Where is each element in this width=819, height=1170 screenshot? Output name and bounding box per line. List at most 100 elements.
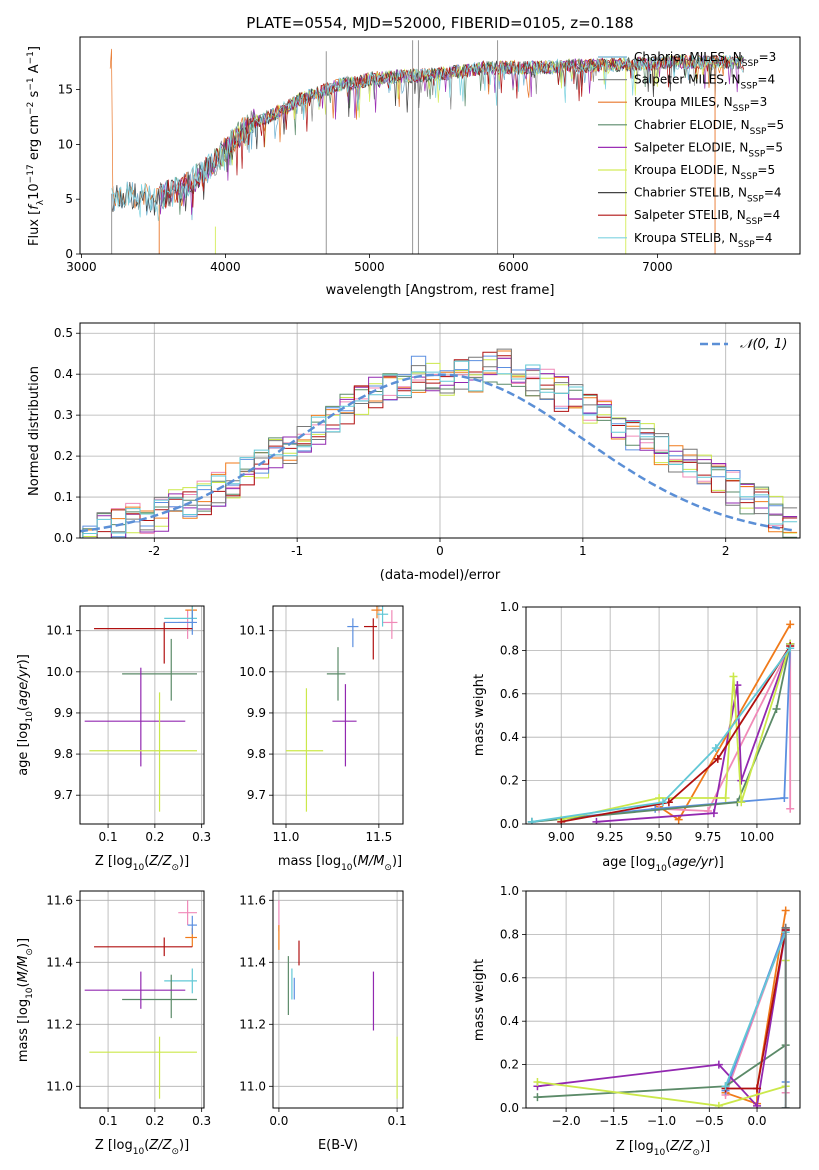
y-tick-label: 0.4 — [500, 730, 519, 744]
legend-entry: 𝒩(0, 1) — [740, 337, 787, 352]
y-tick-label: 0.4 — [500, 1014, 519, 1028]
plot-area — [109, 40, 745, 254]
weight-marker — [781, 923, 790, 932]
axes-frame — [79, 605, 205, 825]
y-tick-label: 5 — [65, 192, 73, 206]
y-tick-label: 0.8 — [500, 927, 519, 941]
y-tick-label: 9.8 — [54, 747, 73, 761]
y-tick-label: 9.9 — [247, 706, 266, 720]
x-tick-label: 0.0 — [747, 1114, 766, 1128]
gaussian-curve — [80, 373, 795, 533]
x-tick-label: −1.5 — [599, 1114, 628, 1128]
weight-marker — [714, 1060, 723, 1069]
x-axis-label: Z [log10(Z/Z⊙)] — [616, 1139, 710, 1158]
y-tick-label: 0.0 — [54, 531, 73, 545]
axes-frame — [525, 606, 801, 825]
y-tick-label: 0.1 — [54, 490, 73, 504]
legend-entry: Chabrier MILES, NSSP=3 — [634, 50, 776, 69]
weight-marker — [533, 1077, 542, 1086]
x-tick-label: 4000 — [210, 260, 241, 274]
y-tick-label: 11.2 — [239, 1017, 266, 1031]
axes: 0.1 0.2 0.3 9.7 9.8 9.9 10.0 10.1 Z [log10(Z/Z⊙)… — [16, 624, 211, 873]
axes: 0.1 0.2 0.3 11.0 11.2 11.4 11.6 Z [log10(Z/Z⊙)]… — [16, 893, 211, 1157]
weight-marker — [753, 1101, 762, 1108]
x-tick-label: -2 — [148, 544, 160, 558]
x-tick-label: −2.0 — [552, 1114, 581, 1128]
y-tick-label: 10.1 — [46, 624, 73, 638]
plot-area — [278, 900, 398, 1099]
y-tick-label: 10.0 — [239, 665, 266, 679]
y-tick-label: 0.4 — [54, 367, 73, 381]
y-tick-label: 10 — [58, 137, 73, 151]
weight-marker — [592, 817, 601, 824]
weight-marker — [753, 1084, 762, 1093]
weight-marker — [674, 815, 683, 824]
y-tick-label: 0.6 — [500, 971, 519, 985]
weight-marker — [721, 793, 730, 802]
x-tick-label: −1.0 — [647, 1114, 676, 1128]
y-tick-label: 15 — [58, 83, 73, 97]
grid — [80, 606, 204, 824]
x-tick-label: 10.00 — [740, 830, 774, 844]
legend-entry: Chabrier STELIB, NSSP=4 — [634, 186, 782, 205]
legend: 𝒩(0, 1) — [700, 337, 787, 352]
weight-marker — [527, 817, 536, 824]
axes: 11.0 11.5 9.7 9.8 9.9 10.0 10.1 mass [log10(M/M… — [239, 624, 402, 873]
y-tick-label: 1.0 — [500, 884, 519, 898]
x-tick-label: 0.1 — [99, 830, 118, 844]
histogram-step-7 — [82, 348, 798, 538]
y-axis-label: mass weight — [472, 959, 487, 1041]
y-tick-label: 9.7 — [54, 788, 73, 802]
axes-frame — [79, 890, 205, 1109]
y-tick-label: 11.4 — [239, 955, 266, 969]
x-tick-label: 5000 — [354, 260, 385, 274]
weight-marker — [786, 644, 795, 653]
axes-frame — [525, 890, 801, 1109]
weight-marker — [533, 1093, 542, 1102]
legend-entry: Kroupa MILES, NSSP=3 — [634, 95, 767, 114]
y-axis-label: mass weight — [472, 674, 487, 756]
weight-marker — [781, 906, 790, 915]
y-tick-label: 9.9 — [54, 706, 73, 720]
weight-marker — [655, 793, 664, 802]
panel-spectrum: 3000 4000 5000 6000 7000 0 5 10 15 wavelength [An… — [26, 36, 801, 298]
y-axis-label: Normed distribution — [27, 366, 42, 496]
legend-entry: Kroupa STELIB, NSSP=4 — [634, 231, 772, 250]
y-tick-label: 9.7 — [247, 788, 266, 802]
axes-frame — [272, 890, 404, 1109]
weight-line-0 — [725, 910, 787, 1105]
panel-mass-vs-Z: 0.1 0.2 0.3 11.0 11.2 11.4 11.6 Z [log10(Z/Z⊙)]… — [16, 890, 211, 1157]
weight-marker — [709, 809, 718, 818]
x-tick-label: 9.75 — [695, 830, 722, 844]
y-tick-label: 10.0 — [46, 665, 73, 679]
weight-marker — [711, 744, 720, 753]
weight-marker — [721, 1082, 730, 1091]
grid — [273, 606, 403, 824]
spectrum-line-8 — [111, 54, 744, 222]
grid — [526, 606, 800, 825]
spectrum-line-6 — [111, 55, 744, 216]
y-tick-label: 11.0 — [239, 1079, 266, 1093]
axes: -2 -1 0 1 2 0.0 0.1 0.2 0.3 0.4 0.5 (data-model)/er… — [27, 326, 730, 583]
x-tick-label: 0.1 — [388, 1114, 407, 1128]
weight-marker — [781, 1104, 790, 1108]
x-tick-label: -1 — [291, 544, 303, 558]
x-tick-label: 0.3 — [192, 830, 211, 844]
x-tick-label: 9.00 — [548, 830, 575, 844]
legend-entry: Salpeter MILES, NSSP=4 — [634, 73, 775, 92]
axes-frame — [79, 322, 801, 539]
grid — [80, 323, 800, 539]
axes: 0.0 0.1 11.0 11.2 11.4 11.6 E(B-V) — [239, 893, 406, 1153]
x-tick-label: −0.5 — [695, 1114, 724, 1128]
plot-area — [84, 606, 197, 812]
plot-area — [527, 620, 795, 824]
y-tick-label: 10.1 — [239, 624, 266, 638]
weight-line-6 — [561, 645, 791, 823]
axes: 3000 4000 5000 6000 7000 0 5 10 15 wavelength [An… — [26, 46, 673, 298]
weight-line-7 — [531, 647, 791, 823]
panel-weight-vs-age: 9.00 9.25 9.50 9.75 10.00 0.0 0.2 0.4 0.6 0.8 1.0 a… — [472, 600, 801, 874]
legend-entry: Salpeter STELIB, NSSP=4 — [634, 208, 780, 227]
weight-marker — [729, 672, 738, 681]
x-tick-label: 1 — [579, 544, 587, 558]
weight-line-5 — [561, 643, 792, 821]
